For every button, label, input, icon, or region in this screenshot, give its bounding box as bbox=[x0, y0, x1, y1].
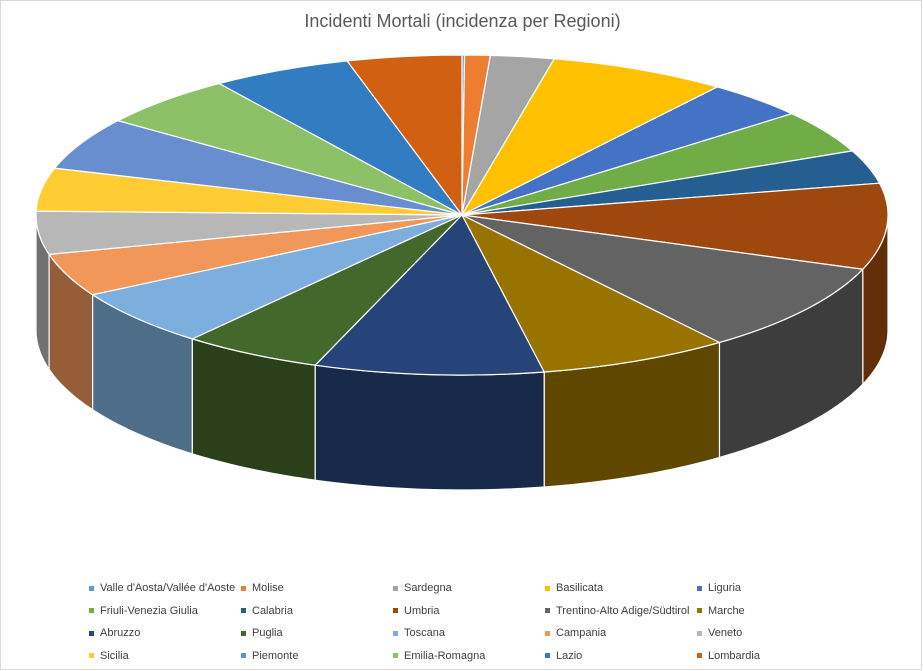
pie-slice-10 bbox=[461, 214, 721, 373]
legend-item: Umbria bbox=[393, 600, 545, 623]
pie-slice-11 bbox=[314, 214, 545, 376]
legend-swatch bbox=[697, 608, 702, 614]
legend-item: Molise bbox=[241, 577, 393, 600]
legend-item: Sicilia bbox=[89, 645, 241, 668]
legend-item: Basilicata bbox=[545, 577, 697, 600]
legend-item: Liguria bbox=[697, 577, 849, 600]
pie-slice-4 bbox=[461, 58, 718, 216]
legend-label: Trentino-Alto Adige/Südtirol bbox=[556, 604, 690, 617]
legend-swatch bbox=[393, 608, 398, 614]
legend: Valle d'Aosta/Vallée d'Aoste Molise Sardeg… bbox=[89, 577, 909, 667]
pie-chart bbox=[35, 54, 889, 491]
legend-item: Puglia bbox=[241, 622, 393, 645]
legend-label: Lombardia bbox=[708, 649, 760, 662]
legend-swatch bbox=[241, 585, 246, 591]
legend-swatch bbox=[545, 608, 550, 614]
legend-item: Sardegna bbox=[393, 577, 545, 600]
legend-swatch bbox=[393, 653, 398, 659]
legend-item: Abruzzo bbox=[89, 622, 241, 645]
legend-label: Abruzzo bbox=[100, 627, 141, 640]
legend-swatch bbox=[697, 585, 702, 591]
pie-slice-19 bbox=[218, 60, 463, 216]
legend-swatch bbox=[241, 653, 246, 659]
legend-item: Veneto bbox=[697, 622, 849, 645]
legend-swatch bbox=[545, 585, 550, 591]
legend-label: Basilicata bbox=[556, 582, 604, 595]
pie-slice-9 bbox=[461, 214, 864, 344]
legend-label: Marche bbox=[708, 604, 745, 617]
legend-item: Friuli-Venezia Giulia bbox=[89, 600, 241, 623]
legend-swatch bbox=[241, 608, 246, 614]
legend-item: Marche bbox=[697, 600, 849, 623]
legend-swatch bbox=[545, 630, 550, 636]
legend-swatch bbox=[89, 608, 94, 614]
legend-label: Molise bbox=[252, 582, 284, 595]
legend-swatch bbox=[697, 630, 702, 636]
legend-item: Calabria bbox=[241, 600, 393, 623]
pie-slice-17 bbox=[54, 120, 463, 216]
legend-item: Lombardia bbox=[697, 645, 849, 668]
legend-swatch bbox=[89, 630, 94, 636]
legend-item: Piemonte bbox=[241, 645, 393, 668]
legend-swatch bbox=[89, 653, 94, 659]
legend-item: Trentino-Alto Adige/Südtirol bbox=[545, 600, 697, 623]
legend-item: Toscana bbox=[393, 622, 545, 645]
pie-slice-13 bbox=[92, 214, 463, 340]
pie-slice-18 bbox=[117, 82, 463, 216]
legend-label: Umbria bbox=[404, 604, 440, 617]
legend-item: Emilia-Romagna bbox=[393, 645, 545, 668]
legend-swatch bbox=[89, 585, 94, 591]
legend-label: Campania bbox=[556, 627, 607, 640]
legend-item: Campania bbox=[545, 622, 697, 645]
pie-slice-20 bbox=[346, 54, 463, 216]
pie-slice-12 bbox=[191, 214, 463, 366]
legend-label: Sicilia bbox=[100, 649, 129, 662]
legend-label: Puglia bbox=[252, 627, 283, 640]
legend-label: Emilia-Romagna bbox=[404, 649, 486, 662]
legend-label: Sardegna bbox=[404, 582, 452, 595]
legend-label: Friuli-Venezia Giulia bbox=[100, 604, 198, 617]
legend-item: Lazio bbox=[545, 645, 697, 668]
legend-swatch bbox=[545, 653, 550, 659]
pie-slice-8 bbox=[461, 182, 889, 270]
legend-label: Calabria bbox=[252, 604, 293, 617]
legend-label: Valle d'Aosta/Vallée d'Aoste bbox=[100, 582, 236, 595]
legend-swatch bbox=[241, 630, 246, 636]
legend-label: Lazio bbox=[556, 649, 583, 662]
legend-label: Piemonte bbox=[252, 649, 299, 662]
legend-item: Valle d'Aosta/Vallée d'Aoste bbox=[89, 577, 241, 600]
legend-label: Toscana bbox=[404, 627, 445, 640]
legend-swatch bbox=[393, 585, 398, 591]
legend-label: Veneto bbox=[708, 627, 743, 640]
legend-label: Liguria bbox=[708, 582, 742, 595]
legend-swatch bbox=[697, 653, 702, 659]
legend-swatch bbox=[393, 630, 398, 636]
pie-side-11 bbox=[314, 364, 545, 491]
chart-title: Incidenti Mortali (incidenza per Regioni… bbox=[304, 11, 621, 31]
